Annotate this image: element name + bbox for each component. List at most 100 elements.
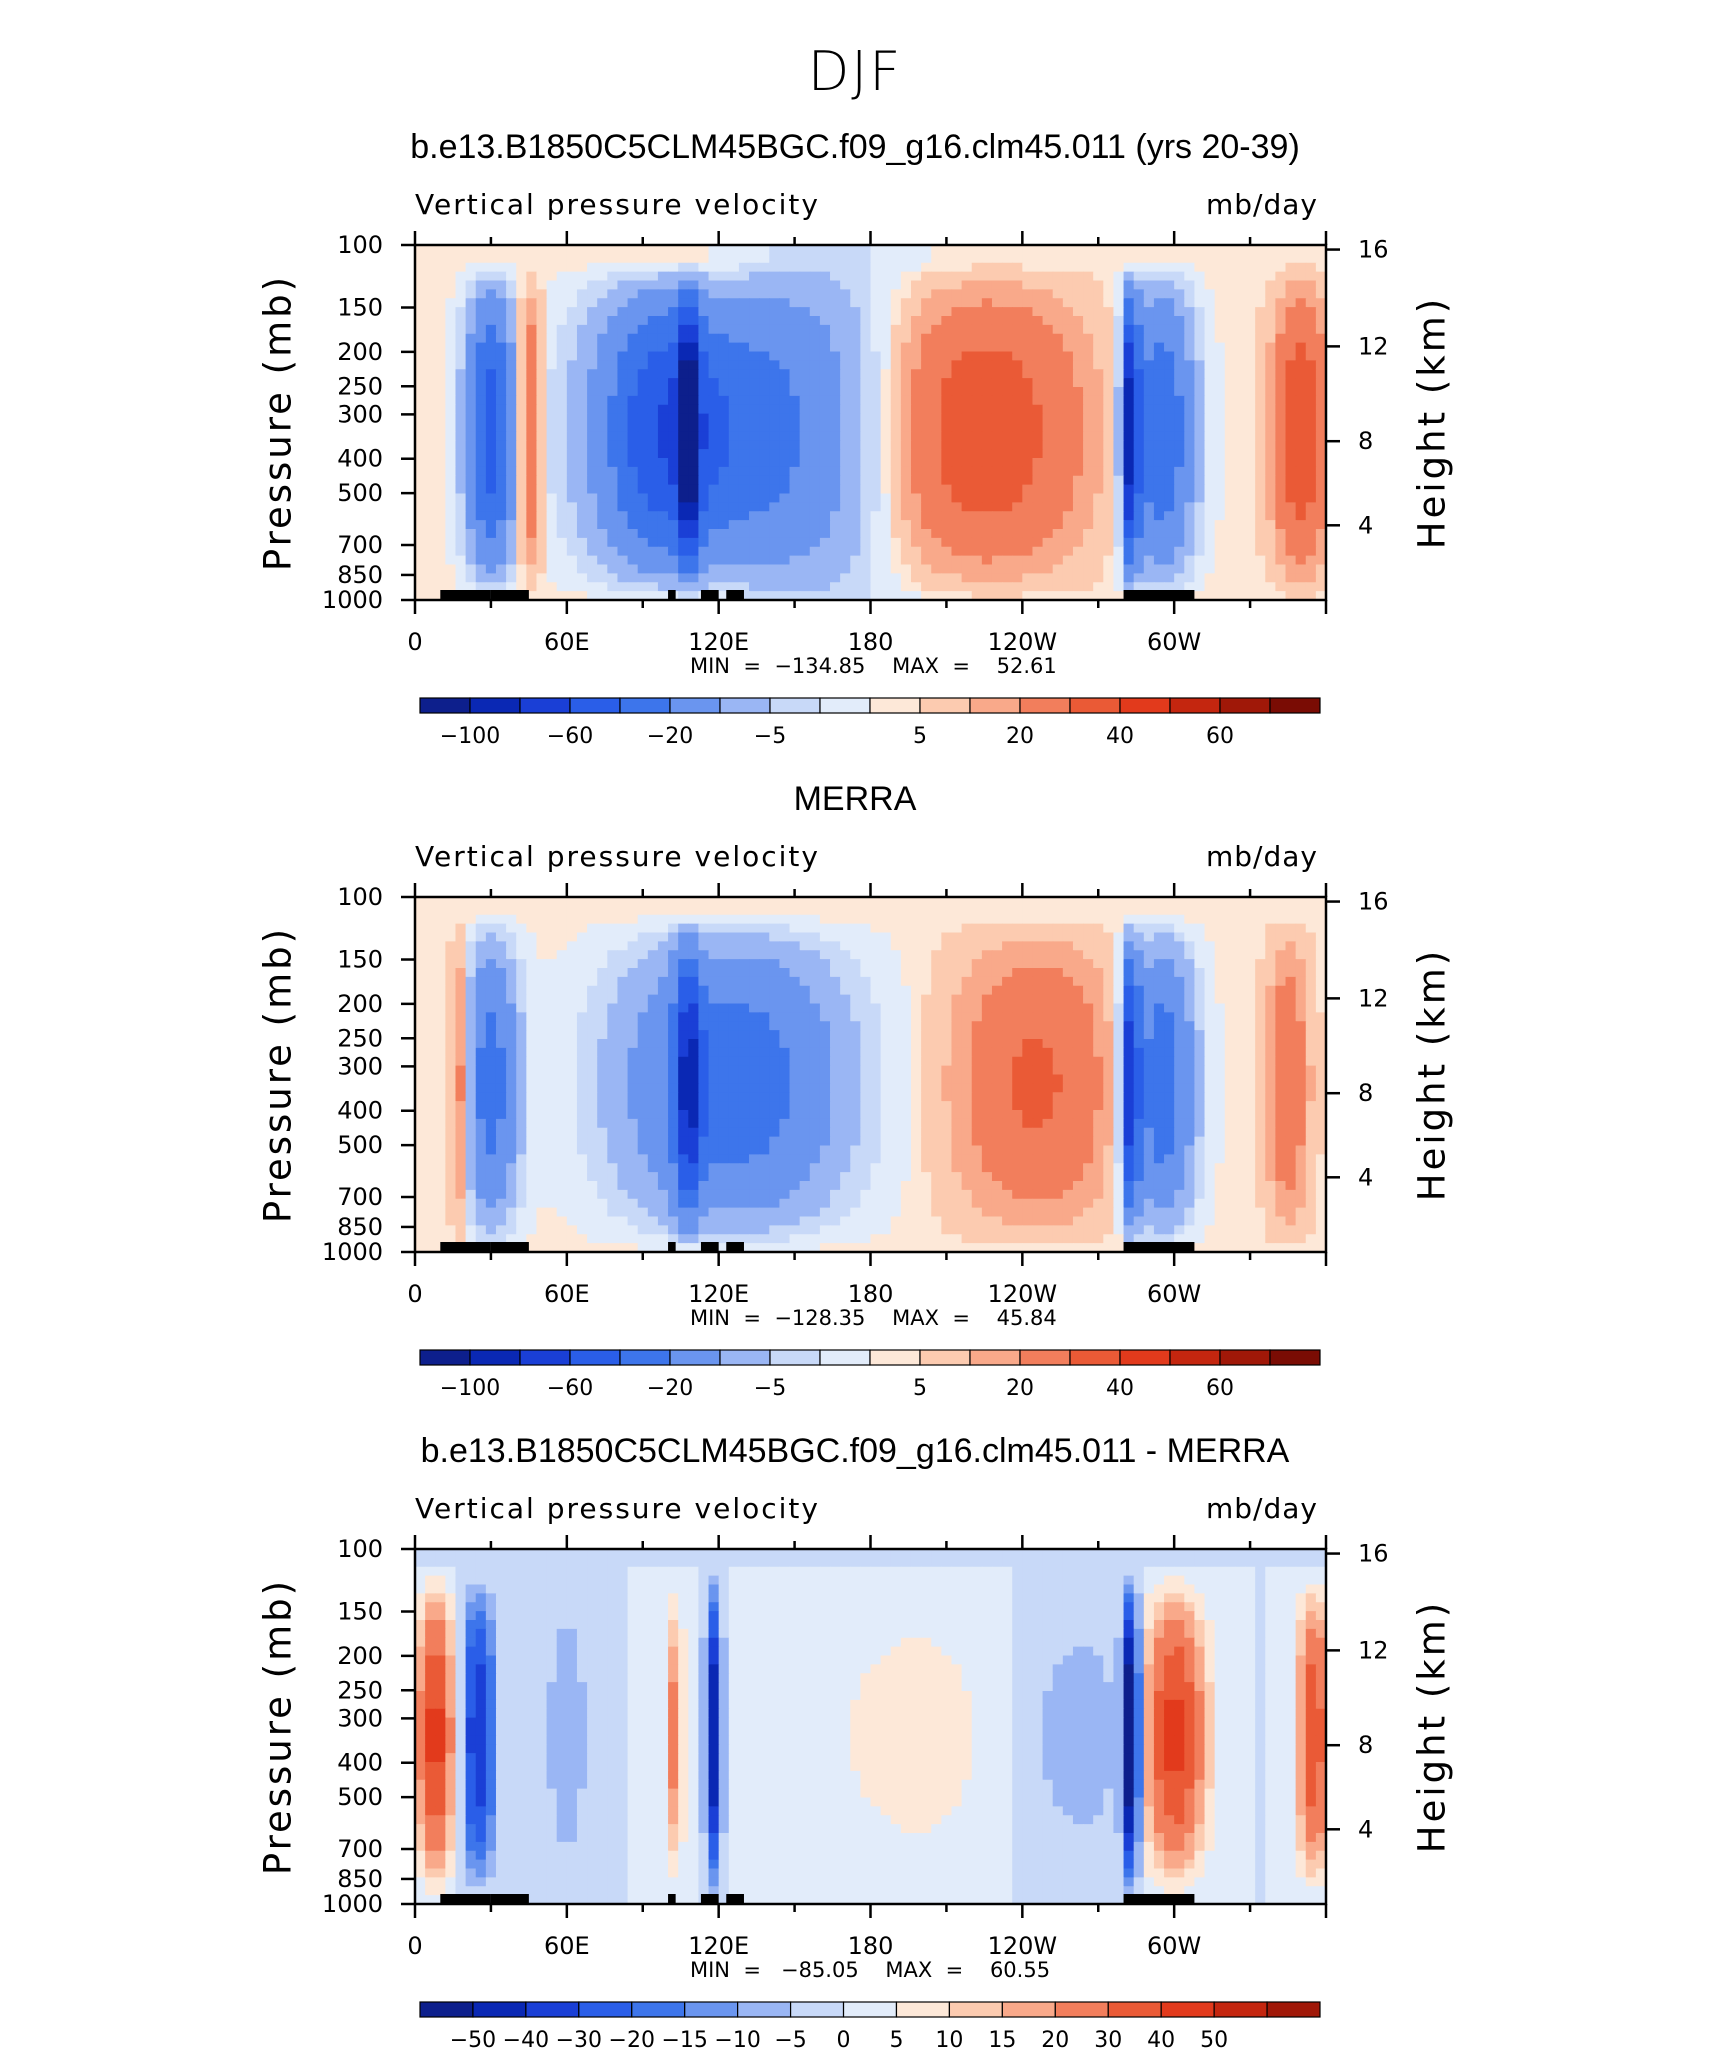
topography-mask bbox=[726, 590, 744, 600]
max-value: MAX = 52.61 bbox=[892, 654, 1057, 678]
colorbar-label: 10 bbox=[935, 2028, 963, 2053]
y-tick-label-pressure: 300 bbox=[337, 1704, 383, 1732]
y-tick-label-height: 12 bbox=[1358, 332, 1389, 360]
y-tick-label-height: 8 bbox=[1358, 1079, 1373, 1107]
min-max-label: MIN = −134.85 MAX = 52.61 bbox=[690, 654, 1057, 678]
x-tick-label: 120E bbox=[688, 1932, 749, 1960]
y-tick-label-pressure: 150 bbox=[337, 946, 383, 974]
colorbar-box bbox=[949, 2002, 1002, 2017]
colorbar-box bbox=[570, 698, 620, 713]
y-tick-label-pressure: 700 bbox=[337, 1835, 383, 1863]
colorbar-box bbox=[820, 1350, 870, 1365]
panel-title: b.e13.B1850C5CLM45BGC.f09_g16.clm45.011 … bbox=[0, 128, 1710, 167]
y-tick-label-pressure: 250 bbox=[337, 1676, 383, 1704]
colorbar-box bbox=[1020, 1350, 1070, 1365]
y-axis-label-pressure: Pressure (mb) bbox=[257, 262, 300, 582]
x-tick-label: 60E bbox=[544, 628, 590, 656]
colorbar-box bbox=[970, 698, 1020, 713]
colorbar-box bbox=[420, 1350, 470, 1365]
colorbar-box bbox=[1002, 2002, 1055, 2017]
x-tick-label: 60E bbox=[544, 1280, 590, 1308]
y-tick-label-pressure: 100 bbox=[337, 1535, 383, 1563]
topography-mask bbox=[1124, 1894, 1195, 1904]
y-tick-label-pressure: 850 bbox=[337, 1865, 383, 1893]
y-tick-label-pressure: 400 bbox=[337, 445, 383, 473]
colorbar-box bbox=[770, 698, 820, 713]
colorbar-label: 20 bbox=[1006, 724, 1034, 749]
colorbar-label: 5 bbox=[913, 1376, 927, 1401]
colorbar-label: −5 bbox=[754, 724, 786, 749]
y-tick-label-height: 12 bbox=[1358, 984, 1389, 1012]
colorbar-box bbox=[1020, 698, 1070, 713]
colorbar-box bbox=[1170, 698, 1220, 713]
colorbar-box bbox=[770, 1350, 820, 1365]
y-axis-label-height: Height (km) bbox=[1411, 1586, 1454, 1866]
y-tick-label-height: 8 bbox=[1358, 427, 1373, 455]
variable-name: Vertical pressure velocity bbox=[415, 1492, 820, 1525]
colorbar-box bbox=[632, 2002, 685, 2017]
topography-mask bbox=[491, 1242, 529, 1252]
variable-name: Vertical pressure velocity bbox=[415, 840, 820, 873]
y-tick-label-pressure: 850 bbox=[337, 1213, 383, 1241]
y-tick-label-pressure: 1000 bbox=[322, 1890, 383, 1918]
topography-mask bbox=[668, 1894, 676, 1904]
y-tick-label-height: 16 bbox=[1358, 888, 1389, 916]
y-tick-label-pressure: 150 bbox=[337, 294, 383, 322]
y-tick-label-height: 4 bbox=[1358, 511, 1373, 539]
x-tick-label: 120W bbox=[988, 1932, 1058, 1960]
y-tick-label-pressure: 850 bbox=[337, 561, 383, 589]
y-tick-label-pressure: 100 bbox=[337, 231, 383, 259]
y-axis-label-height: Height (km) bbox=[1411, 934, 1454, 1214]
colorbar-box bbox=[473, 2002, 526, 2017]
x-tick-label: 180 bbox=[848, 628, 894, 656]
min-max-label: MIN = −128.35 MAX = 45.84 bbox=[690, 1306, 1057, 1330]
topography-mask bbox=[491, 1894, 529, 1904]
colorbar-label: 5 bbox=[913, 724, 927, 749]
colorbar-box bbox=[720, 1350, 770, 1365]
colorbar-label: 5 bbox=[889, 2028, 903, 2053]
x-tick-label: 60E bbox=[544, 1932, 590, 1960]
colorbar-box bbox=[870, 1350, 920, 1365]
filled-contour-field bbox=[415, 897, 1327, 1253]
colorbar-label: 40 bbox=[1106, 1376, 1134, 1401]
colorbar-label: −5 bbox=[774, 2028, 806, 2053]
colorbar-box bbox=[791, 2002, 844, 2017]
colorbar-box bbox=[1055, 2002, 1108, 2017]
colorbar-box bbox=[470, 698, 520, 713]
colorbar-label: 20 bbox=[1006, 1376, 1034, 1401]
x-tick-label: 180 bbox=[848, 1932, 894, 1960]
colorbar-box bbox=[870, 698, 920, 713]
y-tick-label-pressure: 500 bbox=[337, 1131, 383, 1159]
units-label: mb/day bbox=[1206, 1492, 1318, 1525]
colorbar-box bbox=[670, 1350, 720, 1365]
colorbar-box bbox=[526, 2002, 579, 2017]
x-tick-label: 60W bbox=[1147, 1932, 1201, 1960]
colorbar-box bbox=[1170, 1350, 1220, 1365]
x-tick-label: 0 bbox=[407, 1280, 422, 1308]
colorbar-box bbox=[738, 2002, 791, 2017]
colorbar-box bbox=[970, 1350, 1020, 1365]
colorbar-label: −30 bbox=[556, 2028, 602, 2053]
topography-mask bbox=[726, 1894, 744, 1904]
colorbar-box bbox=[520, 1350, 570, 1365]
panel-title: b.e13.B1850C5CLM45BGC.f09_g16.clm45.011 … bbox=[0, 1432, 1710, 1471]
y-tick-label-pressure: 400 bbox=[337, 1097, 383, 1125]
colorbar-box bbox=[685, 2002, 738, 2017]
colorbar-box bbox=[1120, 1350, 1170, 1365]
colorbar-label: 30 bbox=[1094, 2028, 1122, 2053]
figure-title: DJF bbox=[0, 40, 1710, 103]
colorbar-label: −5 bbox=[754, 1376, 786, 1401]
colorbar-box bbox=[1161, 2002, 1214, 2017]
y-tick-label-pressure: 700 bbox=[337, 1183, 383, 1211]
y-tick-label-pressure: 1000 bbox=[322, 1238, 383, 1266]
colorbar-box bbox=[670, 698, 720, 713]
x-tick-label: 120E bbox=[688, 628, 749, 656]
y-tick-label-pressure: 300 bbox=[337, 400, 383, 428]
colorbar-label: −100 bbox=[440, 724, 500, 749]
colorbar-box bbox=[1267, 2002, 1320, 2017]
colorbar-box bbox=[920, 1350, 970, 1365]
